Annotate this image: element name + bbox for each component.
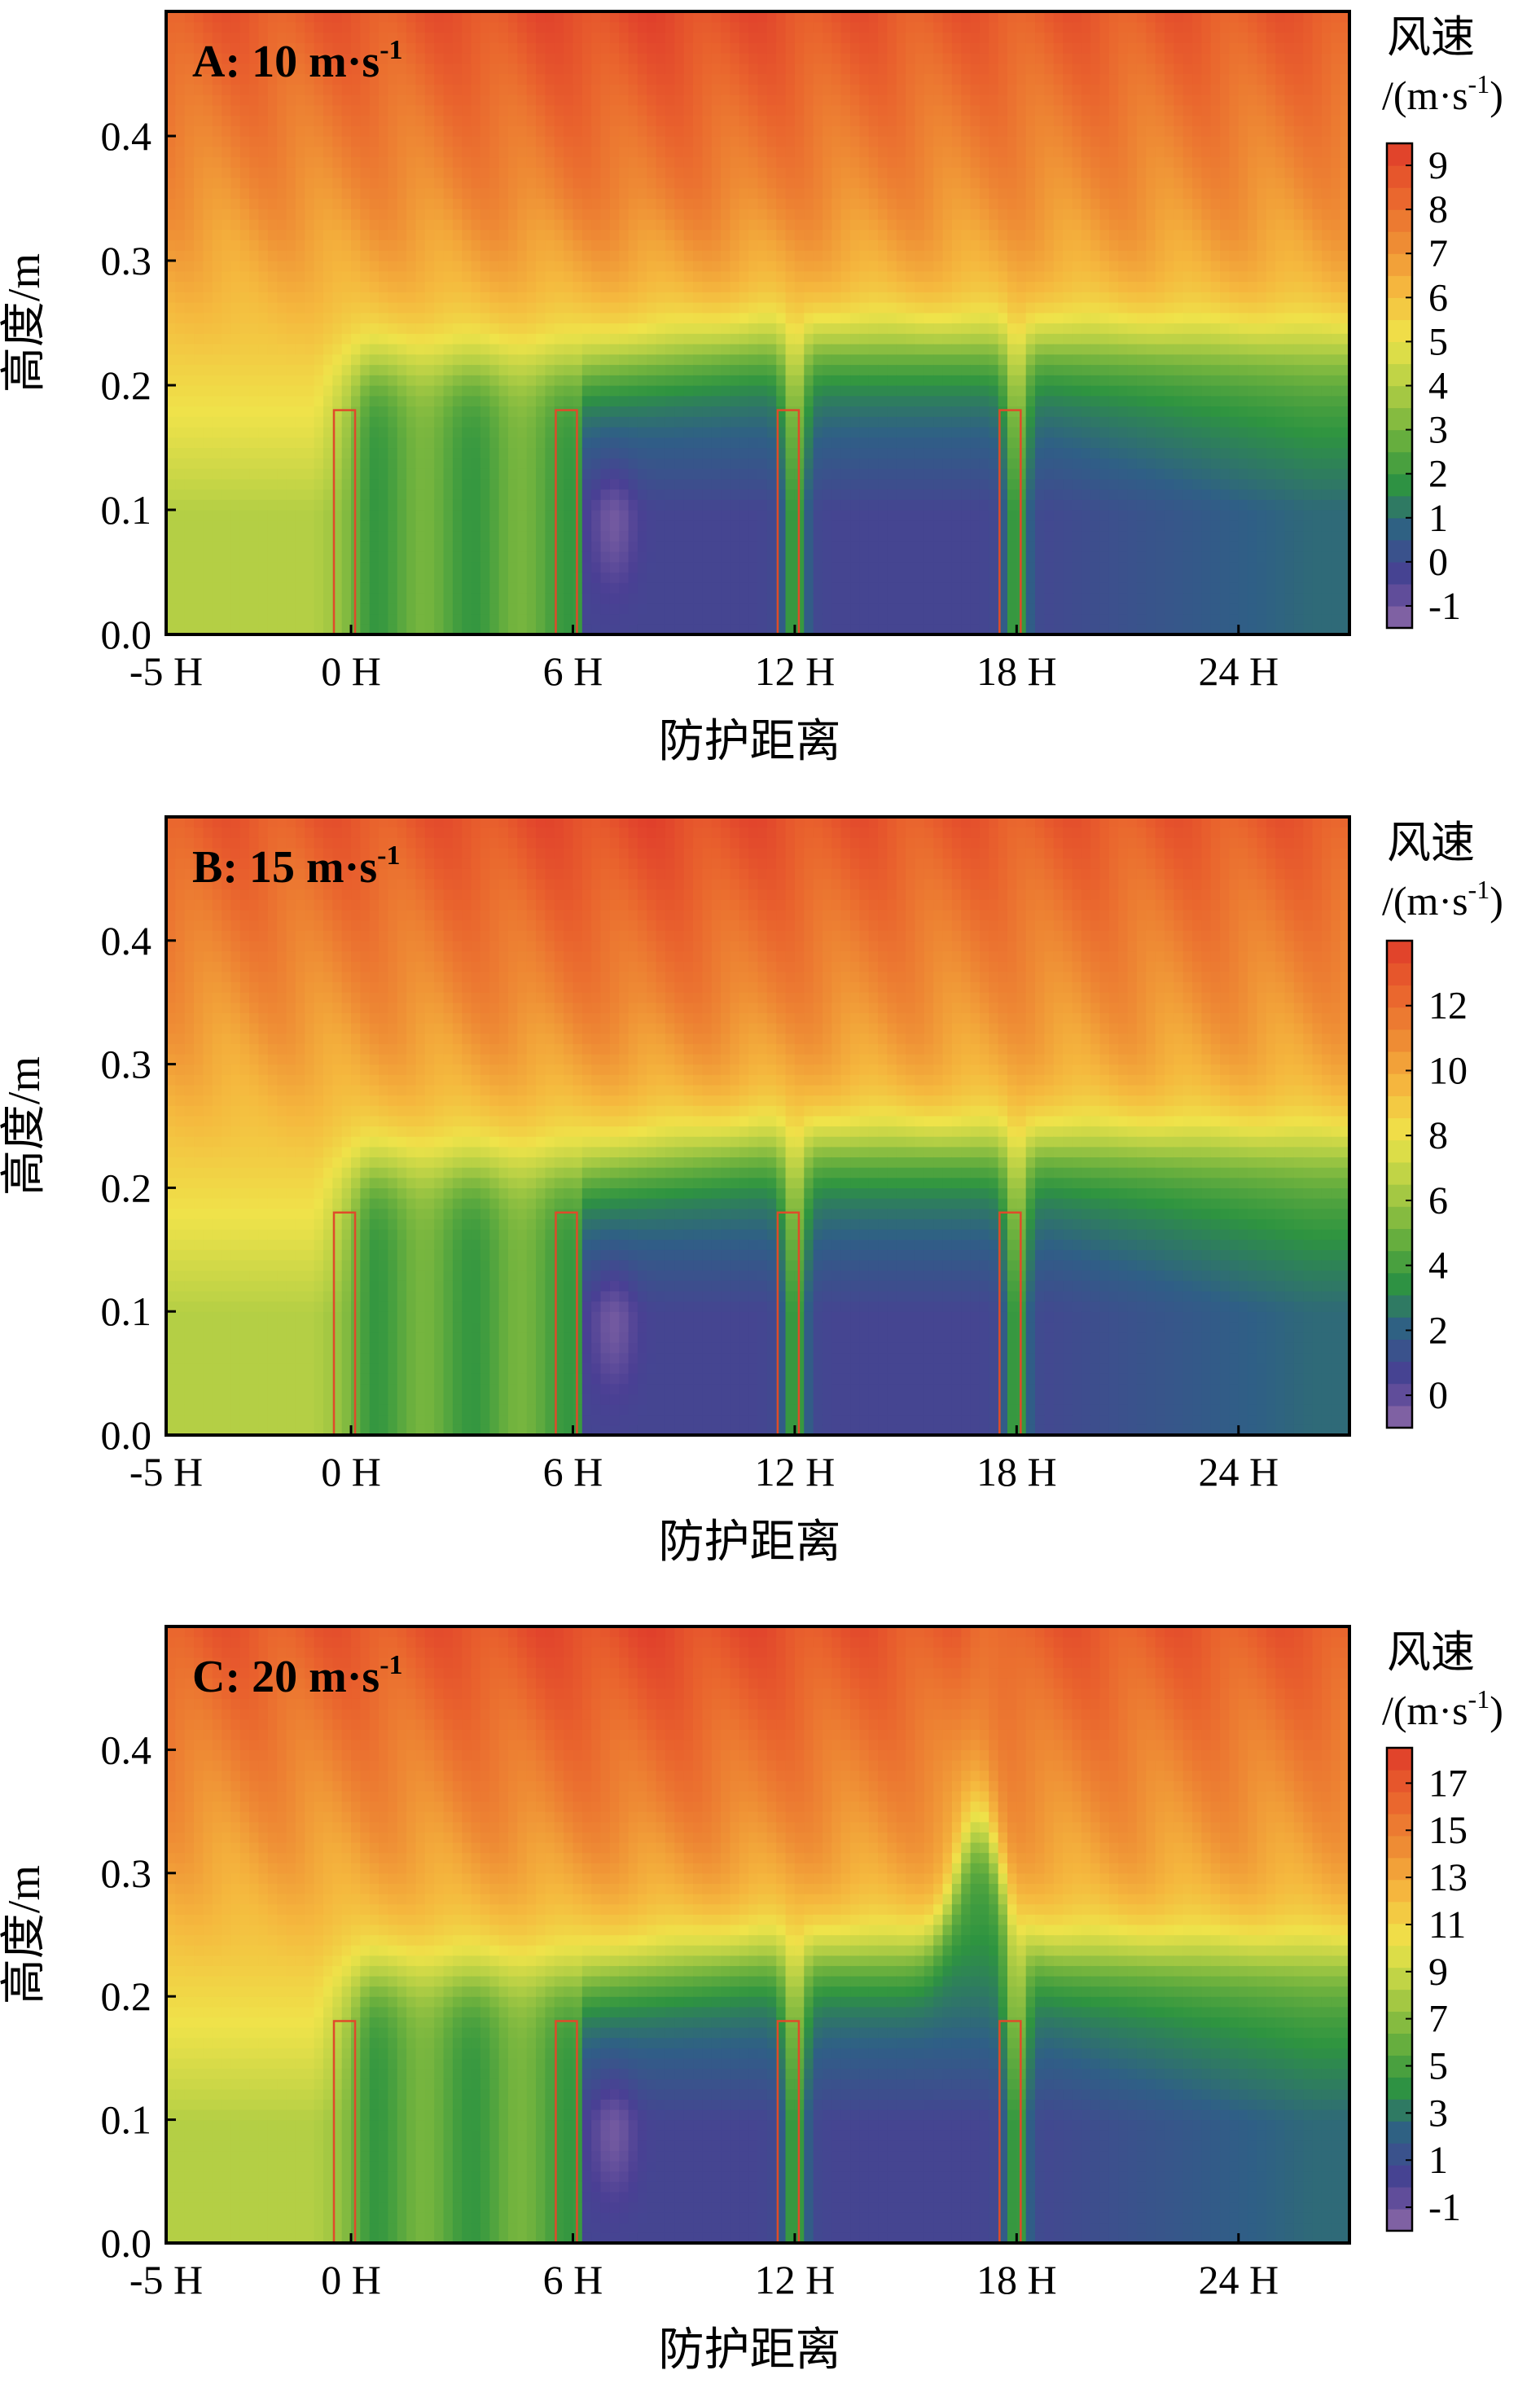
x-tick-label: 6 H <box>543 2257 603 2302</box>
x-tick-label: 0 H <box>321 1449 381 1495</box>
colorbar-tick-label: -1 <box>1428 2186 1461 2229</box>
x-tick-label: 18 H <box>976 1449 1057 1495</box>
y-tick-label: 0.3 <box>101 238 152 283</box>
colorbar-tick-label: -1 <box>1428 585 1461 628</box>
y-tick-label: 0.2 <box>101 1165 152 1210</box>
panel-b: -5 H 0 H 6 H 12 H 18 H 24 H 0.0 0.1 0.2 0.3 0.4 防护距… <box>0 815 1503 1568</box>
y-axis-label: 高度/m <box>0 1865 50 2004</box>
x-tick-label: 24 H <box>1198 2257 1279 2302</box>
x-tick-label: 6 H <box>543 1449 603 1495</box>
y-tick-label: 0.2 <box>101 362 152 408</box>
colorbar-tick-label: 6 <box>1428 1179 1448 1222</box>
plot-frame <box>165 815 1351 1437</box>
y-tick-label: 0.0 <box>101 1412 152 1458</box>
y-tick-label: 0.3 <box>101 1850 152 1896</box>
y-tick-label: 0.1 <box>101 487 152 533</box>
colorbar-title: 风速 <box>1387 819 1475 867</box>
colorbar-tick-label: 1 <box>1428 497 1448 540</box>
x-tick-label: -5 H <box>129 2257 203 2302</box>
x-axis-label: 防护距离 <box>659 2325 841 2376</box>
x-tick-label: 24 H <box>1198 648 1279 694</box>
colorbar-tick-label: 13 <box>1428 1856 1468 1899</box>
colorbar-tick-label: 15 <box>1428 1809 1468 1852</box>
x-tick-label: 18 H <box>976 648 1057 694</box>
x-tick-label: 12 H <box>755 2257 836 2302</box>
y-tick-label: 0.4 <box>101 113 152 159</box>
colorbar-tick-label: 2 <box>1428 453 1448 496</box>
colorbar-tick-label: 4 <box>1428 1244 1448 1288</box>
plot-frame <box>165 10 1351 636</box>
colorbar-unit: /(m·s-1) <box>1382 875 1503 924</box>
heatmap-field <box>166 1626 1350 2244</box>
panel-label: C: 20 m·s-1 <box>192 1650 403 1702</box>
x-tick-label: -5 H <box>129 648 203 694</box>
y-axis-label: 高度/m <box>0 253 50 393</box>
y-tick-label: 0.1 <box>101 2097 152 2143</box>
colorbar-tick-label: 4 <box>1428 365 1448 408</box>
colorbar-tick-label: 0 <box>1428 541 1448 584</box>
x-tick-label: 0 H <box>321 648 381 694</box>
colorbar-title: 风速 <box>1387 13 1475 62</box>
colorbar-tick-label: 1 <box>1428 2139 1448 2182</box>
panel-a: -5 H 0 H 6 H 12 H 18 H 24 H 0.0 0.1 0.2 0.3 0.4 防护距… <box>0 10 1503 767</box>
x-axis-label: 防护距离 <box>659 717 841 767</box>
colorbar-tick-label: 5 <box>1428 320 1448 363</box>
colorbar-tick-label: 8 <box>1428 188 1448 231</box>
x-tick-label: -5 H <box>129 1449 203 1495</box>
y-axis-label: 高度/m <box>0 1056 50 1196</box>
y-tick-label: 0.1 <box>101 1288 152 1334</box>
plot-frame <box>165 1625 1351 2245</box>
colorbar-tick-label: 0 <box>1428 1374 1448 1417</box>
heatmap-field <box>166 11 1350 635</box>
x-tick-label: 24 H <box>1198 1449 1279 1495</box>
colorbar-tick-label: 11 <box>1428 1903 1466 1947</box>
x-tick-label: 12 H <box>755 1449 836 1495</box>
x-tick-label: 12 H <box>755 648 836 694</box>
colorbar-tick-label: 8 <box>1428 1114 1448 1157</box>
panel-c: -5 H 0 H 6 H 12 H 18 H 24 H 0.0 0.1 0.2 0.3 0.4 防护距… <box>0 1625 1503 2376</box>
y-tick-label: 0.4 <box>101 918 152 963</box>
y-tick-label: 0.0 <box>101 612 152 657</box>
colorbar-tick-label: 9 <box>1428 1951 1448 1994</box>
panel-label: A: 10 m·s-1 <box>192 35 403 87</box>
colorbar-unit: /(m·s-1) <box>1382 1684 1503 1733</box>
colorbar-unit: /(m·s-1) <box>1382 69 1503 118</box>
x-tick-label: 18 H <box>976 2257 1057 2302</box>
y-tick-label: 0.2 <box>101 1973 152 2019</box>
colorbar: 12 10 8 6 4 2 0 <box>1385 939 1468 1429</box>
colorbar-tick-label: 5 <box>1428 2045 1448 2088</box>
colorbar-tick-label: 7 <box>1428 232 1448 275</box>
y-tick-label: 0.3 <box>101 1042 152 1087</box>
colorbar-title: 风速 <box>1387 1628 1475 1677</box>
colorbar-tick-label: 6 <box>1428 276 1448 319</box>
panel-label: B: 15 m·s-1 <box>192 841 400 893</box>
x-tick-label: 0 H <box>321 2257 381 2302</box>
colorbar-tick-label: 3 <box>1428 2092 1448 2135</box>
y-tick-label: 0.0 <box>101 2220 152 2266</box>
colorbar-tick-label: 17 <box>1428 1762 1468 1805</box>
x-axis-label: 防护距离 <box>659 1517 841 1568</box>
colorbar-tick-label: 9 <box>1428 144 1448 187</box>
colorbar-tick-label: 10 <box>1428 1049 1468 1092</box>
x-tick-label: 6 H <box>543 648 603 694</box>
heatmap-field <box>166 817 1350 1436</box>
colorbar-tick-label: 3 <box>1428 409 1448 452</box>
colorbar-tick-label: 12 <box>1428 985 1468 1028</box>
colorbar-tick-label: 7 <box>1428 1998 1448 2041</box>
colorbar-tick-label: 2 <box>1428 1309 1448 1352</box>
y-tick-label: 0.4 <box>101 1727 152 1772</box>
